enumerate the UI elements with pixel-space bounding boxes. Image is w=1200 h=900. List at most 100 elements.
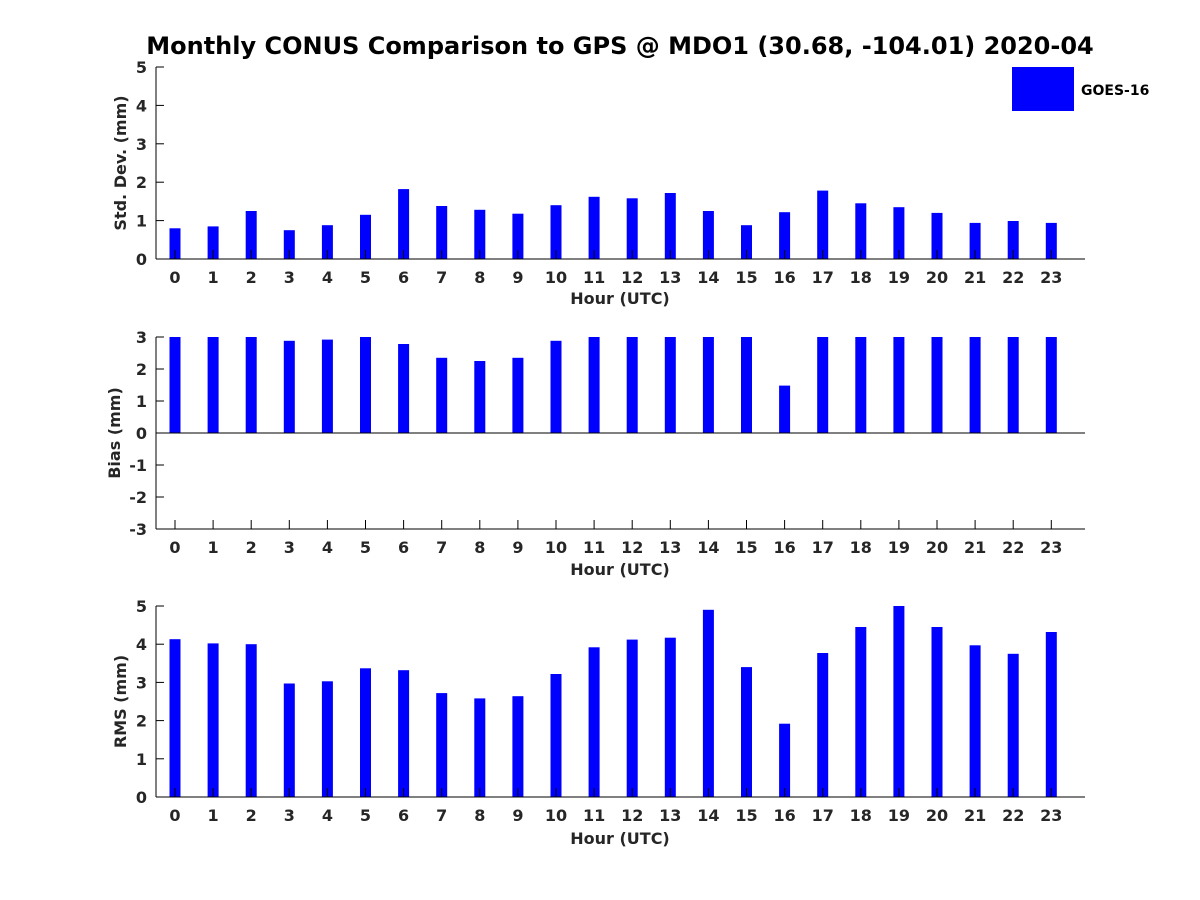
bar-rms-hour-18: [855, 627, 867, 797]
ytick-label-std: 1: [136, 212, 147, 231]
bar-bias-hour-6: [398, 344, 410, 433]
xtick-label-std: 1: [208, 268, 219, 287]
ytick-label-rms: 0: [136, 788, 147, 807]
xtick-label-rms: 21: [964, 806, 986, 825]
ytick-label-bias: 1: [136, 392, 147, 411]
xtick-label-rms: 12: [621, 806, 643, 825]
bar-rms-hour-16: [779, 723, 791, 797]
bar-std-hour-21: [969, 222, 981, 259]
bar-rms-hour-13: [664, 637, 676, 797]
ylabel-rms: RMS (mm): [111, 655, 130, 748]
xtick-label-std: 14: [697, 268, 719, 287]
xlabel-rms: Hour (UTC): [570, 829, 670, 848]
ytick-label-std: 0: [136, 250, 147, 269]
bar-bias-hour-18: [855, 337, 867, 433]
xtick-label-std: 13: [659, 268, 681, 287]
bar-bias-hour-22: [1007, 337, 1019, 433]
xtick-label-std: 11: [583, 268, 605, 287]
bar-rms-hour-3: [283, 683, 295, 797]
xtick-label-bias: 20: [926, 538, 948, 557]
bar-bias-hour-3: [283, 340, 295, 433]
xtick-label-std: 18: [850, 268, 872, 287]
xtick-label-rms: 9: [512, 806, 523, 825]
bar-rms-hour-14: [702, 609, 714, 797]
xlabel-bias: Hour (UTC): [570, 560, 670, 579]
ytick-label-rms: 3: [136, 673, 147, 692]
ytick-label-bias: 2: [136, 360, 147, 379]
xtick-label-std: 5: [360, 268, 371, 287]
xtick-label-std: 16: [773, 268, 795, 287]
bar-std-hour-1: [207, 226, 219, 259]
bar-std-hour-16: [779, 212, 791, 259]
bar-rms-hour-10: [550, 674, 562, 797]
legend-swatch: [1012, 67, 1074, 111]
xtick-label-std: 17: [812, 268, 834, 287]
bar-bias-hour-4: [321, 339, 333, 433]
xtick-label-bias: 4: [322, 538, 333, 557]
bar-rms-hour-17: [817, 653, 829, 797]
xtick-label-rms: 17: [812, 806, 834, 825]
xtick-label-rms: 0: [169, 806, 180, 825]
ytick-label-std: 3: [136, 135, 147, 154]
bar-bias-hour-7: [436, 357, 448, 433]
xtick-label-std: 0: [169, 268, 180, 287]
xtick-label-bias: 19: [888, 538, 910, 557]
ytick-label-bias: 3: [136, 328, 147, 347]
xtick-label-rms: 5: [360, 806, 371, 825]
xtick-label-rms: 19: [888, 806, 910, 825]
xtick-label-bias: 22: [1002, 538, 1024, 557]
xtick-label-bias: 23: [1040, 538, 1062, 557]
bar-bias-hour-21: [969, 337, 981, 433]
bar-rms-hour-12: [626, 639, 638, 797]
bar-std-hour-20: [931, 212, 943, 259]
bar-rms-hour-21: [969, 645, 981, 797]
xtick-label-rms: 6: [398, 806, 409, 825]
bar-std-hour-7: [436, 206, 448, 259]
bar-std-hour-22: [1007, 221, 1019, 259]
bar-bias-hour-9: [512, 357, 524, 433]
xtick-label-std: 21: [964, 268, 986, 287]
xtick-label-bias: 1: [208, 538, 219, 557]
xtick-label-std: 23: [1040, 268, 1062, 287]
ylabel-bias: Bias (mm): [105, 387, 124, 479]
ytick-label-bias: -3: [129, 520, 147, 539]
xtick-label-rms: 4: [322, 806, 333, 825]
bar-bias-hour-16: [779, 385, 791, 433]
ytick-label-bias: -2: [129, 488, 147, 507]
xtick-label-bias: 6: [398, 538, 409, 557]
xtick-label-rms: 14: [697, 806, 719, 825]
bar-std-hour-14: [702, 211, 714, 259]
xtick-label-std: 2: [246, 268, 257, 287]
xtick-label-std: 3: [284, 268, 295, 287]
xtick-label-rms: 8: [474, 806, 485, 825]
xtick-label-bias: 10: [545, 538, 567, 557]
bar-std-hour-9: [512, 213, 524, 259]
bar-rms-hour-20: [931, 627, 943, 797]
xtick-label-std: 22: [1002, 268, 1024, 287]
bar-bias-hour-0: [169, 337, 181, 433]
xtick-label-std: 7: [436, 268, 447, 287]
bar-rms-hour-19: [893, 606, 905, 797]
bar-rms-hour-0: [169, 639, 181, 797]
xtick-label-rms: 22: [1002, 806, 1024, 825]
bar-bias-hour-10: [550, 340, 562, 433]
bar-std-hour-2: [245, 211, 257, 259]
xtick-label-rms: 10: [545, 806, 567, 825]
xtick-label-rms: 13: [659, 806, 681, 825]
xtick-label-rms: 11: [583, 806, 605, 825]
bar-std-hour-13: [664, 193, 676, 259]
bar-std-hour-23: [1045, 222, 1057, 259]
ytick-label-std: 2: [136, 173, 147, 192]
bar-std-hour-6: [398, 189, 410, 259]
ytick-label-std: 4: [136, 96, 147, 115]
bar-std-hour-8: [474, 209, 486, 259]
bar-bias-hour-8: [474, 361, 486, 433]
ylabel-std: Std. Dev. (mm): [111, 95, 130, 230]
bar-rms-hour-4: [321, 681, 333, 797]
bar-bias-hour-19: [893, 337, 905, 433]
xtick-label-rms: 7: [436, 806, 447, 825]
bar-bias-hour-1: [207, 337, 219, 433]
